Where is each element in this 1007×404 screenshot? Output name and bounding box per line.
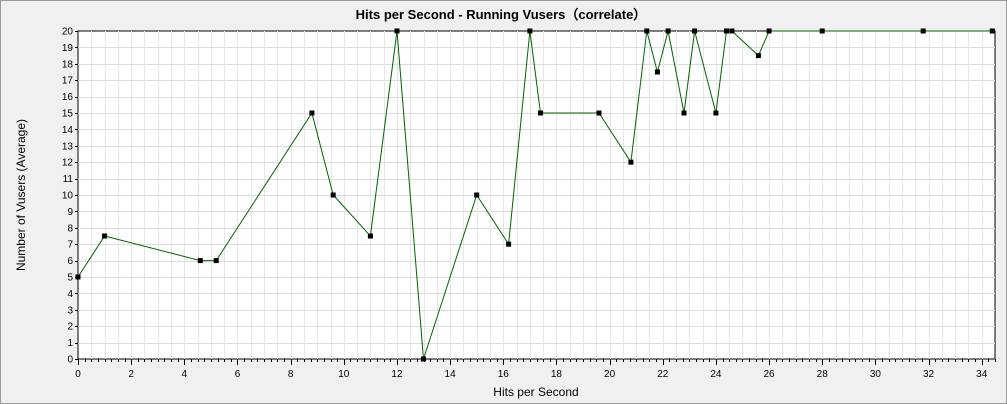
x-tick-label: 12 [391,369,403,380]
y-tick-label: 17 [62,76,74,87]
data-point [692,28,698,34]
x-tick-label: 24 [710,369,722,380]
y-tick-label: 7 [67,240,73,251]
y-tick-label: 16 [62,92,74,103]
x-tick-label: 26 [764,369,776,380]
x-tick-label: 4 [182,369,188,380]
y-tick-label: 20 [62,27,74,38]
y-tick-label: 0 [67,355,73,366]
y-tick-label: 12 [62,158,74,169]
y-tick-label: 5 [67,273,73,284]
data-point [713,110,719,116]
data-point [681,110,687,116]
y-tick-label: 14 [62,125,74,136]
data-point [527,28,533,34]
series-line [77,30,993,360]
x-tick-label: 10 [338,369,350,380]
data-point [102,233,108,239]
data-point [766,28,772,34]
x-tick-label: 30 [870,369,882,380]
data-point [819,28,825,34]
data-point [755,53,761,59]
y-tick-label: 4 [67,289,73,300]
axis-ticks [75,31,996,365]
x-tick-label: 18 [551,369,563,380]
data-point [75,274,81,280]
x-tick-label: 22 [657,369,669,380]
x-tick-label: 34 [976,369,988,380]
data-point [197,258,203,264]
data-point [724,28,729,34]
y-tick-label: 11 [63,174,74,185]
x-tick-label: 20 [604,369,616,380]
chart-title: Hits per Second - Running Vusers（correla… [356,7,647,22]
data-point [330,192,336,198]
data-point [474,192,480,198]
data-point [644,28,650,34]
y-tick-label: 3 [67,305,73,316]
y-tick-label: 1 [67,338,73,349]
data-point [309,110,315,116]
x-tick-label: 32 [923,369,935,380]
data-point [654,69,660,75]
y-tick-label: 18 [62,59,74,70]
data-point [421,356,426,362]
data-point [989,28,995,34]
x-tick-label: 6 [235,369,241,380]
y-tick-label: 13 [62,141,74,152]
data-point [506,241,512,247]
y-tick-label: 9 [67,207,73,218]
x-tick-label: 8 [288,369,294,380]
x-tick-label: 28 [817,369,829,380]
y-tick-label: 8 [67,223,73,234]
x-tick-labels: 0 2 4 6 8 10 12 14 16 18 20 22 24 26 28 30 32 34 [75,369,987,380]
y-tick-label: 6 [67,256,73,267]
data-point [628,159,634,165]
y-tick-label: 2 [67,322,73,333]
data-point [538,110,543,116]
x-tick-label: 2 [128,369,134,380]
data-point [367,233,373,239]
y-tick-label: 10 [62,191,74,202]
data-point [729,28,735,34]
x-tick-label: 16 [498,369,510,380]
data-point [920,28,926,34]
data-series [75,28,995,362]
data-point [213,258,219,264]
y-tick-label: 15 [62,109,74,120]
data-point [596,110,602,116]
x-tick-label: 14 [445,369,457,380]
data-point [394,28,400,34]
x-axis-label: Hits per Second [493,385,578,399]
y-axis-label: Number of Vusers (Average) [14,119,28,271]
grid-lines [78,31,995,359]
data-point [665,28,671,34]
x-tick-label: 0 [75,369,81,380]
y-tick-label: 19 [62,43,74,54]
